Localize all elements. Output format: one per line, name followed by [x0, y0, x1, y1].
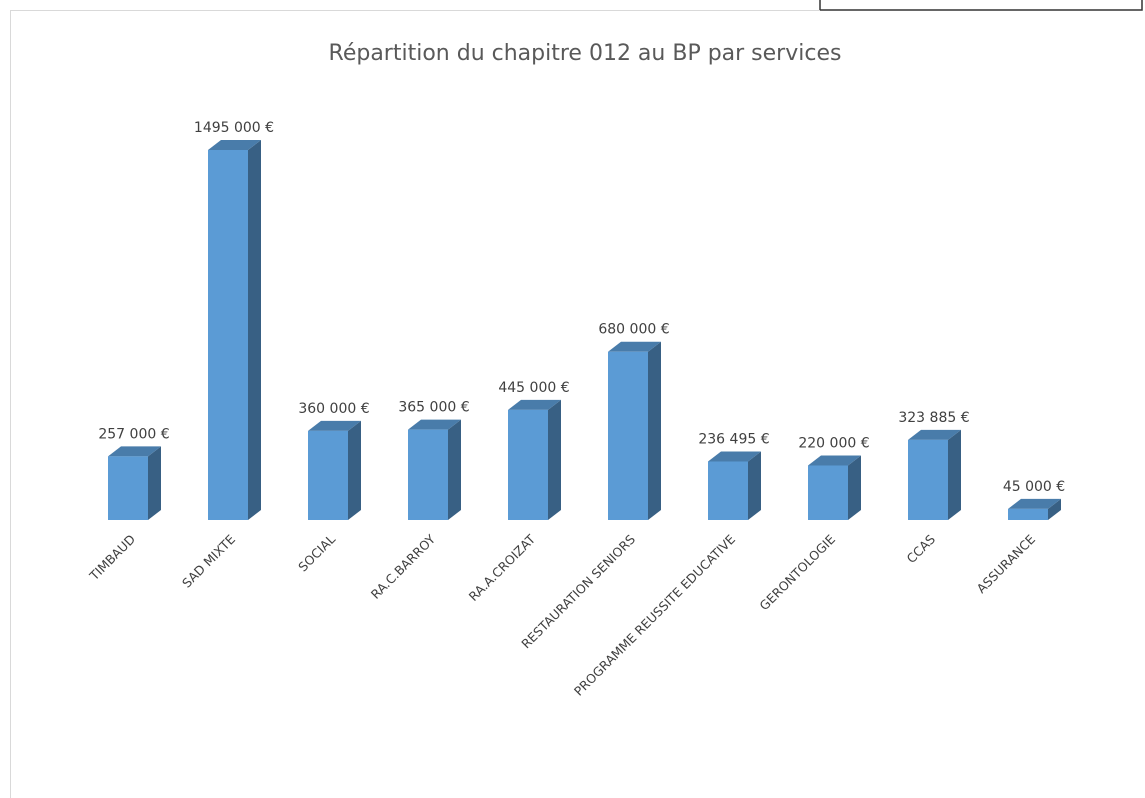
x-tick-label: GERONTOLOGIE: [756, 531, 838, 613]
bar-side: [948, 429, 961, 520]
value-label: 445 000 €: [498, 380, 569, 396]
bar: [508, 399, 561, 520]
bar-side: [248, 140, 261, 520]
x-tick-label: CCAS: [904, 531, 939, 566]
bar-front: [708, 461, 748, 520]
value-label: 365 000 €: [398, 400, 469, 416]
bar: [1008, 498, 1061, 520]
bar: [808, 455, 861, 520]
value-label: 45 000 €: [1003, 479, 1065, 495]
value-label: 323 885 €: [898, 410, 969, 426]
bar-side: [848, 455, 861, 520]
bar-front: [208, 150, 248, 520]
value-label: 236 495 €: [698, 431, 769, 447]
bar-side: [1048, 498, 1061, 520]
value-label: 220 000 €: [798, 436, 869, 452]
bar: [208, 140, 261, 520]
x-tick-label: TIMBAUD: [86, 532, 138, 584]
bar-top: [308, 420, 361, 431]
bar-side: [148, 446, 161, 520]
bar-front: [908, 439, 948, 520]
bar-top: [708, 451, 761, 462]
bar-front: [508, 409, 548, 520]
bar-side: [748, 451, 761, 520]
frame-fragment: [819, 0, 1143, 11]
bar: [108, 446, 161, 520]
x-tick-label: PROGRAMME REUSSITE EDUCATIVE: [571, 531, 738, 698]
bar-front: [408, 429, 448, 520]
bar: [608, 341, 661, 520]
bar-side: [648, 341, 661, 520]
x-tick-label: RESTAURATION SENIORS: [518, 531, 638, 651]
x-tick-label: SOCIAL: [295, 531, 338, 574]
bar-top: [908, 429, 961, 440]
bar-top: [108, 446, 161, 457]
bar-side: [348, 420, 361, 520]
bar: [408, 419, 461, 520]
bar: [708, 451, 761, 520]
chart-title: Répartition du chapitre 012 au BP par se…: [329, 41, 842, 66]
chart-border: [10, 10, 820, 798]
x-tick-label: ASSURANCE: [974, 531, 1039, 596]
value-label: 257 000 €: [98, 426, 169, 442]
value-label: 680 000 €: [598, 322, 669, 338]
bar-front: [308, 430, 348, 520]
bar-front: [608, 351, 648, 520]
bar-top: [408, 419, 461, 430]
value-label: 1495 000 €: [194, 120, 274, 136]
value-label: 360 000 €: [298, 401, 369, 417]
bar-front: [808, 465, 848, 520]
bar-top: [808, 455, 861, 466]
bar-top: [1008, 498, 1061, 509]
bar-front: [108, 456, 148, 520]
bar-front: [1008, 508, 1048, 520]
x-tick-label: SAD MIXTE: [179, 531, 238, 590]
bar-side: [448, 419, 461, 520]
bar-side: [548, 399, 561, 520]
x-tick-label: RA.A.CROIZAT: [466, 531, 539, 604]
bar: [308, 420, 361, 520]
bar-top: [508, 399, 561, 410]
bar-top: [608, 341, 661, 352]
bar: [908, 429, 961, 520]
x-tick-label: RA.C.BARROY: [368, 531, 439, 602]
bar-top: [208, 140, 261, 150]
